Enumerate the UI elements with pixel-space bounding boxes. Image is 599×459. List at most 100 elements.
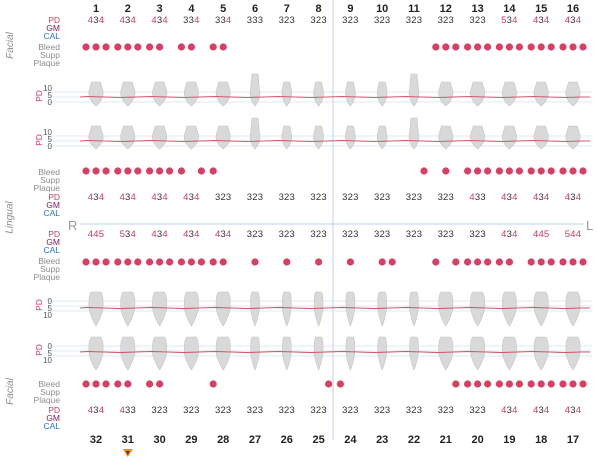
tooth-number-lower[interactable]: 29: [185, 434, 198, 446]
pd-values-upper-facial[interactable]: 334: [214, 15, 232, 26]
tooth-number-lower[interactable]: 31: [121, 434, 134, 446]
pd-values-lower-lingual[interactable]: 434: [501, 229, 518, 240]
pd-values-upper-facial[interactable]: 434: [532, 15, 550, 26]
tooth-number-lower[interactable]: 22: [407, 434, 421, 446]
tooth-number-upper[interactable]: 9: [347, 3, 354, 15]
tooth-number-lower[interactable]: 24: [344, 434, 357, 446]
pd-values-lower-facial[interactable]: 323: [246, 405, 264, 416]
tooth-number-upper[interactable]: 16: [566, 3, 580, 15]
pd-values-upper-facial[interactable]: 323: [405, 15, 423, 26]
pd-values-upper-facial[interactable]: 323: [278, 15, 296, 26]
pd-values-lower-lingual[interactable]: 323: [469, 229, 486, 240]
pd-values-lower-lingual[interactable]: 434: [151, 229, 168, 240]
tooth-number-lower[interactable]: 25: [312, 434, 325, 446]
pd-values-lower-facial[interactable]: 323: [342, 405, 359, 416]
pd-values-lower-facial[interactable]: 434: [501, 405, 518, 416]
tooth-number-upper[interactable]: 10: [376, 3, 389, 15]
pd-values-lower-facial[interactable]: 433: [119, 405, 137, 416]
tooth-number-upper[interactable]: 14: [503, 3, 516, 15]
pd-values-lower-lingual[interactable]: 323: [405, 229, 423, 240]
pd-values-upper-lingual[interactable]: 323: [373, 192, 391, 203]
pd-values-lower-facial[interactable]: 323: [405, 405, 423, 416]
tooth-number-lower[interactable]: 28: [217, 434, 230, 446]
pd-values-lower-lingual[interactable]: 323: [373, 229, 391, 240]
pd-values-lower-facial[interactable]: 323: [310, 405, 327, 416]
tooth-number-lower[interactable]: 20: [471, 434, 484, 446]
tooth-number-lower[interactable]: 23: [376, 434, 389, 446]
pd-values-lower-lingual[interactable]: 434: [183, 229, 200, 240]
bleeding-dot: [388, 258, 396, 266]
pd-values-upper-facial[interactable]: 534: [501, 15, 518, 26]
tooth-number-lower[interactable]: 18: [535, 434, 548, 446]
tooth-number-upper[interactable]: 3: [156, 3, 163, 15]
tooth-number-upper[interactable]: 2: [124, 3, 131, 15]
pd-values-lower-lingual[interactable]: 445: [87, 229, 105, 240]
pd-values-upper-facial[interactable]: 434: [87, 15, 105, 26]
tooth-number-lower[interactable]: 30: [153, 434, 166, 446]
tooth-number-upper[interactable]: 8: [315, 3, 322, 15]
pd-values-lower-lingual[interactable]: 434: [214, 229, 232, 240]
pd-values-upper-facial[interactable]: 334: [183, 15, 200, 26]
pd-values-lower-facial[interactable]: 434: [87, 405, 105, 416]
tooth-number-upper[interactable]: 4: [188, 3, 195, 15]
pd-values-upper-facial[interactable]: 434: [564, 15, 582, 26]
pd-values-upper-lingual[interactable]: 323: [246, 192, 264, 203]
pd-values-upper-lingual[interactable]: 434: [87, 192, 105, 203]
tooth-number-upper[interactable]: 1: [92, 3, 100, 15]
pd-values-upper-lingual[interactable]: 323: [437, 192, 455, 203]
pd-values-lower-lingual[interactable]: 323: [310, 229, 327, 240]
pd-values-upper-lingual[interactable]: 434: [151, 192, 168, 203]
tooth-number-upper[interactable]: 13: [471, 3, 484, 15]
pd-values-lower-facial[interactable]: 323: [214, 405, 232, 416]
pd-values-lower-facial[interactable]: 323: [437, 405, 455, 416]
tooth-number-lower[interactable]: 17: [566, 434, 580, 446]
pd-values-upper-facial[interactable]: 323: [373, 15, 391, 26]
pd-values-upper-lingual[interactable]: 323: [214, 192, 232, 203]
pd-values-upper-facial[interactable]: 333: [246, 15, 264, 26]
tooth-number-upper[interactable]: 6: [251, 3, 259, 15]
pd-values-lower-facial[interactable]: 323: [151, 405, 168, 416]
tooth-number-lower[interactable]: 19: [503, 434, 516, 446]
pd-values-lower-lingual[interactable]: 323: [246, 229, 264, 240]
pd-values-lower-lingual[interactable]: 323: [278, 229, 296, 240]
bleeding-dot: [124, 380, 132, 388]
pd-values-upper-facial[interactable]: 323: [310, 15, 327, 26]
pd-values-upper-facial[interactable]: 434: [119, 15, 137, 26]
pd-values-upper-lingual[interactable]: 323: [342, 192, 359, 203]
tooth-number-upper[interactable]: 11: [408, 3, 420, 15]
pd-values-upper-lingual[interactable]: 434: [564, 192, 582, 203]
pd-values-lower-facial[interactable]: 323: [183, 405, 200, 416]
pd-values-lower-facial[interactable]: 434: [532, 405, 550, 416]
pd-values-upper-lingual[interactable]: 433: [469, 192, 486, 203]
pd-values-upper-facial[interactable]: 323: [469, 15, 486, 26]
pd-values-lower-facial[interactable]: 434: [564, 405, 582, 416]
pd-values-upper-lingual[interactable]: 323: [278, 192, 296, 203]
tooth-number-upper[interactable]: 15: [535, 3, 548, 15]
tooth-number-lower[interactable]: 21: [439, 434, 452, 446]
tooth-number-lower[interactable]: 32: [89, 434, 103, 446]
tooth-number-lower[interactable]: 26: [280, 434, 293, 446]
tooth-number-upper[interactable]: 5: [220, 3, 227, 15]
pd-values-upper-facial[interactable]: 434: [151, 15, 168, 26]
tooth-illustration: [438, 336, 454, 371]
pd-values-upper-lingual[interactable]: 434: [183, 192, 200, 203]
pd-values-lower-facial[interactable]: 323: [278, 405, 296, 416]
pd-values-lower-facial[interactable]: 323: [373, 405, 391, 416]
pd-values-lower-facial[interactable]: 323: [469, 405, 486, 416]
pd-values-upper-lingual[interactable]: 323: [405, 192, 423, 203]
pd-values-lower-lingual[interactable]: 534: [119, 229, 137, 240]
tooth-number-upper[interactable]: 7: [283, 3, 290, 15]
tooth-number-upper[interactable]: 12: [439, 3, 452, 15]
bleeding-dot: [114, 167, 122, 175]
pd-values-upper-lingual[interactable]: 434: [532, 192, 550, 203]
pd-values-lower-lingual[interactable]: 544: [564, 229, 582, 240]
pd-values-upper-lingual[interactable]: 434: [119, 192, 137, 203]
pd-values-upper-facial[interactable]: 323: [342, 15, 359, 26]
pd-values-lower-lingual[interactable]: 323: [437, 229, 455, 240]
tooth-number-lower[interactable]: 27: [248, 434, 262, 446]
pd-values-lower-lingual[interactable]: 323: [342, 229, 359, 240]
pd-values-upper-lingual[interactable]: 434: [501, 192, 518, 203]
pd-values-upper-lingual[interactable]: 323: [310, 192, 327, 203]
pd-values-lower-lingual[interactable]: 445: [532, 229, 550, 240]
pd-values-upper-facial[interactable]: 323: [437, 15, 455, 26]
